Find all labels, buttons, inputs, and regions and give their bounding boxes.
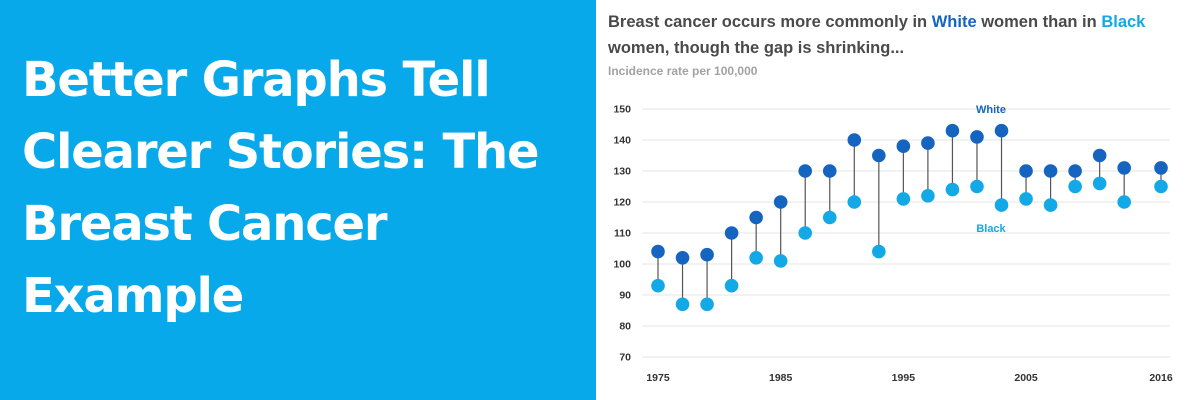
x-tick-label: 1985 <box>769 372 793 384</box>
chart-panel: 70 80 90 100 110 120 130 140 150 1975 1985 1995 2005… <box>596 0 1200 400</box>
x-tick-label: 2016 <box>1149 372 1173 384</box>
black-point <box>1092 176 1107 191</box>
black-point <box>749 250 763 265</box>
white-point <box>1019 164 1033 178</box>
white-point <box>749 210 763 225</box>
white-point <box>822 164 837 178</box>
chart-subtitle: Incidence rate per 100,000 <box>608 64 758 78</box>
white-point <box>1154 161 1168 175</box>
title-highlight-white: White <box>931 13 977 31</box>
title-banner: Better Graphs Tell Clearer Stories: The … <box>0 0 596 400</box>
black-point <box>994 198 1009 212</box>
x-tick-label: 2005 <box>1014 372 1038 384</box>
y-tick-label: 120 <box>613 197 631 209</box>
white-point <box>651 244 665 259</box>
black-point <box>651 278 665 293</box>
white-point <box>675 250 690 265</box>
black-point <box>970 179 984 194</box>
y-tick-label: 150 <box>613 104 631 116</box>
white-point <box>724 226 739 240</box>
black-point <box>798 226 813 240</box>
chart-title: Breast cancer occurs more commonly in Wh… <box>608 9 1168 61</box>
white-point <box>1068 164 1082 178</box>
series-label-white: White <box>976 104 1006 116</box>
title-text: Breast cancer occurs more commonly in <box>608 13 932 31</box>
x-tick-label: 1995 <box>892 372 916 384</box>
white-point <box>994 123 1009 138</box>
black-point <box>773 254 788 268</box>
black-point <box>675 297 690 312</box>
y-tick-label: 70 <box>619 352 631 364</box>
black-point <box>872 244 886 259</box>
black-point <box>724 278 739 293</box>
black-point <box>822 210 837 225</box>
white-point <box>921 136 935 150</box>
y-tick-label: 130 <box>613 166 631 178</box>
black-point <box>1019 192 1033 206</box>
y-tick-label: 100 <box>613 259 631 271</box>
black-point <box>896 192 911 206</box>
dumbbell-chart: 70 80 90 100 110 120 130 140 150 1975 1985 1995 2005… <box>613 104 1173 385</box>
black-point <box>700 297 714 312</box>
white-point <box>970 130 984 144</box>
title-text: women than in <box>976 13 1102 31</box>
white-point <box>700 247 714 262</box>
white-point <box>1117 161 1131 175</box>
y-tick-label: 80 <box>619 321 631 333</box>
y-tick-label: 90 <box>619 290 631 302</box>
black-point <box>847 195 862 209</box>
black-point <box>921 189 935 203</box>
white-point <box>1092 148 1107 163</box>
y-tick-label: 110 <box>614 228 631 240</box>
x-tick-label: 1975 <box>646 372 670 384</box>
y-tick-label: 140 <box>613 135 631 147</box>
black-point <box>1043 198 1058 212</box>
white-point <box>945 123 960 138</box>
series-label-black: Black <box>976 223 1006 235</box>
title-text: women, though the gap is shrinking... <box>608 39 905 57</box>
white-point <box>872 148 886 163</box>
title-highlight-black: Black <box>1101 13 1146 31</box>
white-point <box>896 139 911 153</box>
white-point <box>1043 164 1058 178</box>
black-point <box>1154 179 1168 194</box>
banner-title: Better Graphs Tell Clearer Stories: The … <box>22 52 540 324</box>
white-point <box>847 133 862 147</box>
white-point <box>798 164 813 178</box>
black-point <box>1117 195 1131 209</box>
black-point <box>1068 179 1082 194</box>
white-point <box>773 195 788 209</box>
black-point <box>945 182 960 197</box>
